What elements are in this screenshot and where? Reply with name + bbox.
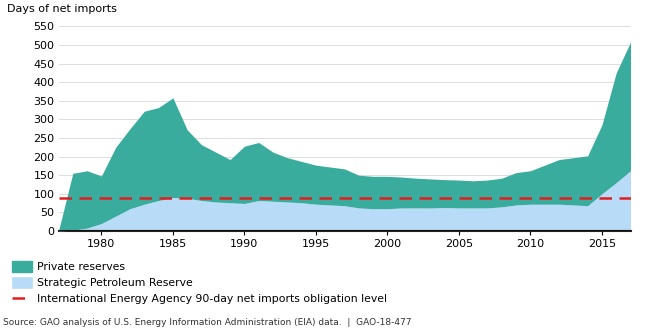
Text: Days of net imports: Days of net imports [7,4,117,14]
Text: Source: GAO analysis of U.S. Energy Information Administration (EIA) data.  |  G: Source: GAO analysis of U.S. Energy Info… [3,318,411,327]
Legend: Private reserves, Strategic Petroleum Reserve, International Energy Agency 90-da: Private reserves, Strategic Petroleum Re… [12,261,387,304]
